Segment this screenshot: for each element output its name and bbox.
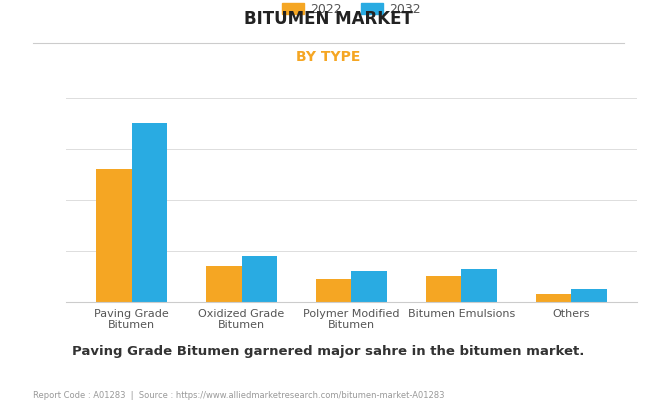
- Bar: [206, 266, 242, 302]
- Bar: [131, 123, 167, 302]
- Bar: [536, 294, 572, 302]
- Bar: [572, 289, 606, 302]
- Text: BITUMEN MARKET: BITUMEN MARKET: [244, 10, 413, 28]
- Bar: [97, 169, 131, 302]
- Bar: [461, 269, 497, 302]
- Text: Paving Grade Bitumen garnered major sahre in the bitumen market.: Paving Grade Bitumen garnered major sahr…: [72, 345, 585, 358]
- Text: Report Code : A01283  |  Source : https://www.alliedmarketresearch.com/bitumen-m: Report Code : A01283 | Source : https://…: [33, 391, 444, 400]
- Bar: [426, 277, 461, 302]
- Bar: [316, 279, 351, 302]
- Bar: [351, 271, 387, 302]
- Legend: 2022, 2032: 2022, 2032: [277, 0, 426, 21]
- Text: BY TYPE: BY TYPE: [296, 50, 361, 64]
- Bar: [242, 256, 277, 302]
